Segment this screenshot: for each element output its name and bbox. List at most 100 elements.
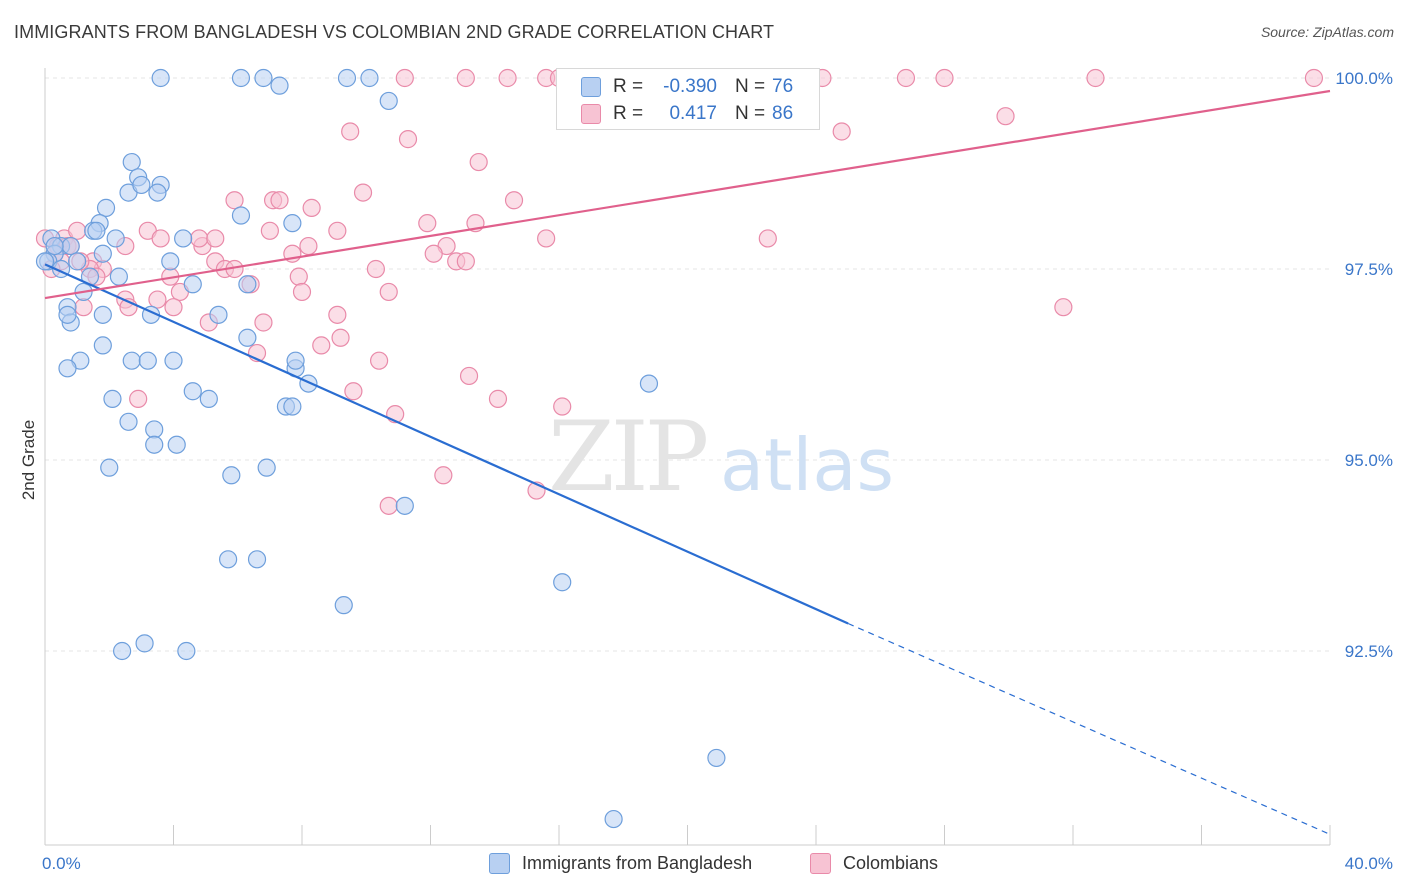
colombians-point [370,351,389,370]
n-label: N = [735,103,766,124]
x-tick-label: 0.0% [42,854,81,873]
bangladesh-point [231,206,251,225]
colombians-point [68,221,87,240]
colombians-point [328,305,347,324]
bangladesh-point [199,389,218,408]
legend-label: Colombians [843,853,939,873]
colombians-point [424,244,443,263]
bangladesh-point [257,458,276,477]
bangladesh-point [112,641,132,661]
colombians-trend-line [44,89,1331,300]
colombians-point [341,122,360,141]
colombians-point [366,259,385,279]
bangladesh-point [122,351,141,370]
colombians-point [395,68,414,88]
colombians-point [225,191,244,210]
bangladesh-point [219,550,238,569]
colombians-point [996,107,1015,126]
colombians-point [456,68,475,88]
y-tick-label: 97.5% [1345,260,1393,279]
bangladesh-point [138,351,157,370]
colombians-point [254,313,273,332]
bangladesh-trend-extension [847,622,1331,835]
bangladesh-point [183,275,202,294]
watermark-atlas: atlas [720,423,894,507]
bangladesh-swatch [581,77,601,97]
bangladesh-point [135,634,154,653]
bangladesh-point [337,68,357,88]
source-label: Source: ZipAtlas.com [1260,24,1394,40]
bangladesh-point [707,748,726,768]
bangladesh-point [122,152,141,172]
bangladesh-point [119,412,138,431]
bangladesh-point [167,435,186,454]
colombians-point [418,214,437,233]
colombians-points [35,68,1324,515]
x-tick-label: 40.0% [1345,854,1393,873]
colombians-point [1086,68,1105,88]
bangladesh-point [68,252,87,271]
watermark: ZIP atlas [548,401,894,513]
colombians-point [469,152,488,172]
colombians-point [299,236,318,256]
colombians-point [379,282,398,302]
bangladesh-point [174,229,193,248]
colombians-point [896,68,916,88]
r-label: R = [613,103,644,124]
bangladesh-legend-swatch [489,853,510,874]
colombians-point [498,68,517,88]
stats-legend: R = -0.390 N = 76 R = 0.417 N = 86 [556,68,820,130]
r-value: -0.390 [663,76,717,97]
colombians-point [206,229,225,248]
bangladesh-point [604,809,623,829]
bangladesh-point [106,229,125,248]
tick-labels: 92.5% 95.0% 97.5% 100.0% 0.0% 40.0% [42,69,1393,873]
colombians-point [331,328,350,347]
colombians-point [190,229,209,248]
colombians-point [353,183,373,202]
colombians-point [312,336,331,355]
y-tick-label: 100.0% [1335,69,1393,88]
stats-row-colombians: R = 0.417 N = 86 [557,100,819,128]
colombians-point [344,382,363,401]
n-value: 76 [772,76,794,97]
bangladesh-point [553,573,572,592]
bangladesh-point [96,198,116,217]
n-label: N = [735,76,766,97]
bangladesh-point [58,305,77,324]
bangladesh-point [360,68,379,88]
bangladesh-point [132,175,151,195]
colombians-point [74,298,93,317]
colombians-point [379,496,398,515]
bangladesh-point [177,641,196,661]
bangladesh-point [151,68,170,88]
bangladesh-point [299,374,318,393]
grid-lines [45,77,1330,652]
bangladesh-point [254,68,273,88]
bangladesh-point [45,236,64,256]
n-value: 86 [772,103,794,124]
bangladesh-point [109,267,128,286]
y-axis-label: 2nd Grade [19,420,38,500]
colombians-point [164,298,183,317]
r-label: R = [613,76,644,97]
colombians-point [1054,298,1073,317]
colombians-point [459,366,479,386]
bangladesh-point [93,305,112,324]
colombians-point [1304,68,1324,88]
bangladesh-point [270,76,289,95]
colombians-point [151,229,170,248]
legend-label: Immigrants from Bangladesh [522,853,753,873]
bangladesh-point [238,328,257,347]
colombians-point [328,221,347,240]
colombians-point [398,130,418,149]
bangladesh-point [395,496,414,515]
bangladesh-point [639,374,659,393]
colombians-point [260,221,279,240]
bangladesh-point [238,275,257,294]
bangladesh-point [209,305,228,324]
bangladesh-point [379,91,398,111]
r-value: 0.417 [669,103,717,124]
colombians-point [935,68,954,88]
